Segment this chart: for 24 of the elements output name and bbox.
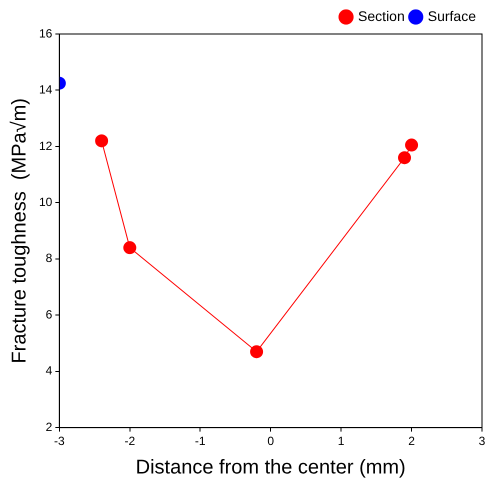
y-tick-label: 2 bbox=[46, 420, 53, 434]
x-tick-label: 1 bbox=[338, 434, 345, 448]
y-tick-label: 12 bbox=[38, 138, 53, 153]
x-tick-label: 3 bbox=[478, 434, 486, 448]
x-tick-label: 0 bbox=[267, 434, 274, 448]
x-tick-label: -1 bbox=[194, 434, 206, 448]
point bbox=[250, 345, 264, 358]
x-tick-label: -3 bbox=[54, 434, 66, 448]
point bbox=[123, 241, 136, 254]
y-tick-label: 10 bbox=[38, 195, 53, 209]
point bbox=[398, 151, 412, 164]
point bbox=[95, 134, 108, 148]
x-axis-title: Distance from the center (mm) bbox=[136, 456, 406, 479]
legend-label: Surface bbox=[428, 8, 476, 24]
point bbox=[405, 138, 418, 152]
y-tick-label: 8 bbox=[46, 251, 53, 266]
y-tick-label: 4 bbox=[46, 364, 53, 378]
y-axis-title: Fracture toughness (MPa√m) bbox=[8, 98, 31, 364]
y-tick-label: 16 bbox=[38, 26, 53, 40]
x-tick-label: 2 bbox=[408, 434, 416, 448]
y-tick-label: 6 bbox=[46, 307, 53, 322]
y-tick-label: 14 bbox=[38, 82, 53, 97]
x-tick-label: -2 bbox=[124, 434, 136, 448]
legend-label: Section bbox=[358, 8, 405, 24]
